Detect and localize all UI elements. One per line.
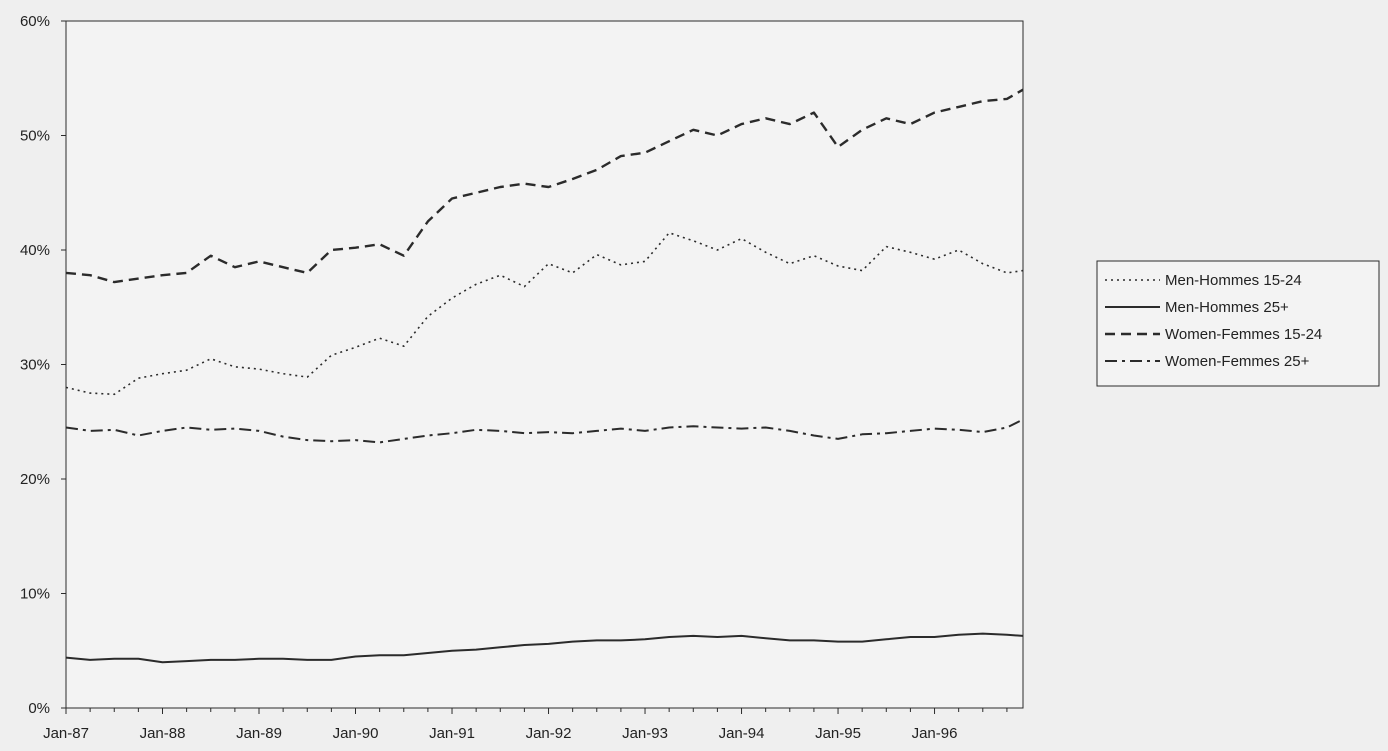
x-tick-label: Jan-94: [719, 725, 765, 742]
series-line-3: [65, 88, 1024, 284]
y-tick-label: 30%: [20, 357, 50, 374]
legend-label: Women-Femmes 25+: [1165, 353, 1310, 370]
x-tick-label: Jan-92: [526, 725, 572, 742]
series-line-1: [65, 232, 1024, 396]
x-tick-label: Jan-90: [333, 725, 379, 742]
plot-area: [65, 20, 1024, 709]
x-tick-label: Jan-89: [236, 725, 282, 742]
series-line-2: [65, 632, 1024, 664]
legend-label: Women-Femmes 15-24: [1165, 326, 1322, 343]
x-tick-label: Jan-93: [622, 725, 668, 742]
y-tick-label: 50%: [20, 128, 50, 145]
axes: 0% 10% 20% 30% 40% 50% 60% Jan-87 Jan-88 Jan-89 Ja…: [20, 13, 1008, 742]
y-tick-label: 10%: [20, 586, 50, 603]
x-tick-label: Jan-95: [815, 725, 861, 742]
x-tick-label: Jan-87: [43, 725, 89, 742]
x-tick-label: Jan-96: [912, 725, 958, 742]
legend-label: Men-Hommes 25+: [1165, 299, 1289, 316]
legend-box: [1096, 260, 1380, 387]
y-tick-label: 60%: [20, 13, 50, 30]
y-tick-label: 0%: [28, 700, 50, 717]
x-tick-label: Jan-91: [429, 725, 475, 742]
legend: Men-Hommes 15-24 Men-Hommes 25+ Women-Femm…: [1096, 260, 1380, 387]
series-line-4: [65, 418, 1024, 444]
legend-label: Men-Hommes 15-24: [1165, 272, 1302, 289]
y-tick-label: 40%: [20, 242, 50, 259]
x-tick-label: Jan-88: [140, 725, 186, 742]
series-lines: [65, 88, 1024, 664]
y-tick-label: 20%: [20, 471, 50, 488]
